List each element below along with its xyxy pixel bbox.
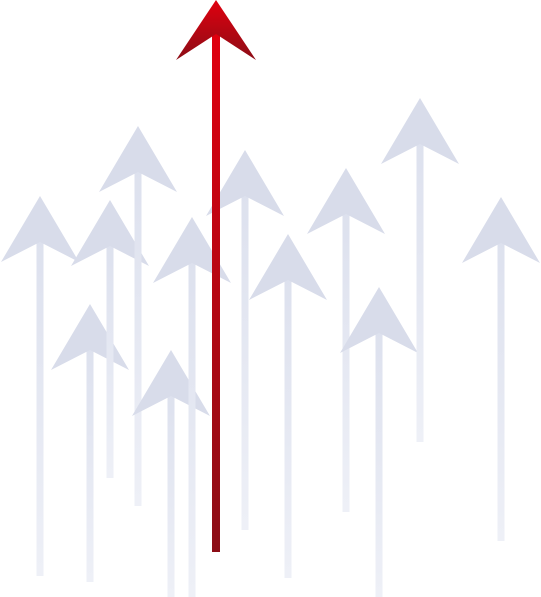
grey-arrow-11-head [381, 98, 459, 164]
red-arrow-shaft [212, 32, 220, 552]
grey-arrow-9 [307, 168, 385, 512]
grey-arrow-6-head [153, 217, 231, 283]
grey-arrow-12 [462, 197, 540, 541]
grey-arrow-2 [51, 304, 129, 582]
grey-arrow-5 [132, 350, 210, 597]
grey-arrow-10-shaft [375, 331, 383, 597]
red-arrow-head [176, 0, 256, 60]
grey-arrow-12-head [462, 197, 540, 263]
grey-arrow-4 [99, 126, 177, 506]
grey-arrow-7-head [206, 150, 284, 216]
grey-arrow-2-shaft [86, 348, 94, 582]
grey-arrow-7 [206, 150, 284, 530]
grey-arrow-10 [340, 287, 418, 597]
grey-arrow-3 [71, 200, 149, 478]
grey-arrow-8-head [249, 234, 327, 300]
grey-arrow-3-head [71, 200, 149, 266]
red-arrow [176, 0, 256, 552]
grey-arrow-10-head [340, 287, 418, 353]
grey-arrow-1-shaft [36, 240, 44, 576]
grey-arrow-4-shaft [134, 170, 142, 506]
grey-arrow-5-shaft [167, 394, 175, 597]
grey-arrow-1-head [1, 196, 79, 262]
grey-arrow-3-shaft [106, 244, 114, 478]
grey-arrow-8-shaft [284, 278, 292, 578]
grey-arrow-11 [381, 98, 459, 442]
grey-arrow-6-shaft [188, 261, 196, 597]
grey-arrow-9-shaft [342, 212, 350, 512]
red-arrow-group [176, 0, 256, 552]
grey-arrow-9-head [307, 168, 385, 234]
grey-arrow-11-shaft [416, 142, 424, 442]
grey-arrows-group [1, 98, 540, 597]
grey-arrow-12-shaft [497, 241, 505, 541]
grey-arrow-8 [249, 234, 327, 578]
grey-arrow-7-shaft [241, 194, 249, 530]
grey-arrow-6 [153, 217, 231, 597]
grey-arrow-4-head [99, 126, 177, 192]
grey-arrow-1 [1, 196, 79, 576]
